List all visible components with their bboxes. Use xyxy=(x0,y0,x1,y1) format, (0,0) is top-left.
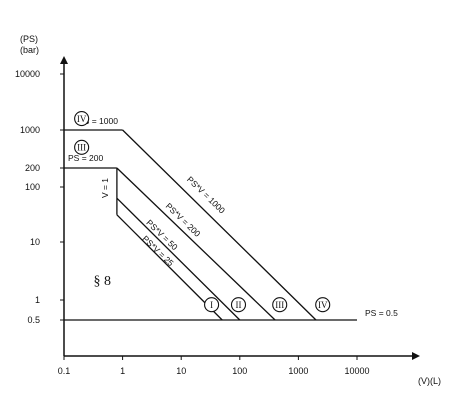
x-tick-label: 1 xyxy=(120,366,125,376)
category-circle xyxy=(272,297,288,313)
x-axis-title: (V)(L) xyxy=(418,376,441,386)
category-numeral: II xyxy=(235,300,241,310)
category-circle xyxy=(204,297,220,313)
y-tick-label: 10 xyxy=(30,237,40,247)
y-axis-unit: (bar) xyxy=(20,45,39,55)
category-circle xyxy=(74,111,90,127)
x-tick-label: 10 xyxy=(176,366,186,376)
boundary-line xyxy=(122,129,317,321)
category-marker: I xyxy=(204,297,220,313)
boundary-label: PS*V = 200 xyxy=(164,201,203,239)
annotations: § 8 xyxy=(94,274,112,289)
category-marker: III xyxy=(74,139,90,155)
ticks: 0.1 1 10 100 1000 10000 0.5 1 10 100 200 1000 10000 xyxy=(15,69,370,376)
boundary-label: PS = 200 xyxy=(68,153,103,163)
y-axis-title: (PS) xyxy=(20,34,38,44)
boundary-labels: PS = 0.5 PS = 200 PS = 1000 V = 1 PS*V = 100… xyxy=(68,116,398,318)
axes: (PS) (bar) (V)(L) xyxy=(20,34,441,386)
x-tick-label: 10000 xyxy=(344,366,369,376)
y-tick-label: 1 xyxy=(35,295,40,305)
y-tick-label: 200 xyxy=(25,163,40,173)
category-marker: III xyxy=(272,297,288,313)
boundary-line xyxy=(116,167,276,321)
category-numeral: I xyxy=(210,300,213,310)
boundary-line xyxy=(116,197,241,321)
y-tick-label: 0.5 xyxy=(27,315,40,325)
boundary-label: PS*V = 1000 xyxy=(185,174,227,215)
y-tick-label: 10000 xyxy=(15,69,40,79)
x-tick-label: 1000 xyxy=(288,366,308,376)
category-circle xyxy=(230,297,247,313)
category-circle xyxy=(315,297,331,313)
boundary-label: PS = 1000 xyxy=(78,116,118,126)
boundary-lines xyxy=(64,129,357,321)
category-numeral: III xyxy=(275,300,284,310)
y-tick-label: 1000 xyxy=(20,125,40,135)
category-numeral: IV xyxy=(318,300,328,310)
category-circle xyxy=(74,139,90,155)
y-tick-label: 100 xyxy=(25,182,40,192)
section-annotation: § 8 xyxy=(94,274,112,289)
x-tick-label: 100 xyxy=(232,366,247,376)
category-marker: II xyxy=(230,297,247,313)
x-tick-label: 0.1 xyxy=(58,366,71,376)
category-numeral: III xyxy=(77,143,86,153)
boundary-label: V = 1 xyxy=(100,178,110,198)
category-marker: IV xyxy=(74,111,90,127)
category-marker: IV xyxy=(315,297,331,313)
category-numeral: IV xyxy=(77,114,87,124)
boundary-label: PS = 0.5 xyxy=(365,308,398,318)
